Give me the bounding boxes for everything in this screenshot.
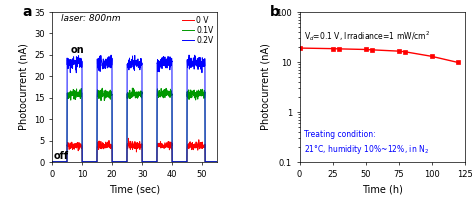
0 V xyxy=(103,146,109,149)
0 V xyxy=(161,144,167,146)
0.1V xyxy=(160,94,165,97)
0.2V xyxy=(103,62,109,64)
0.2V xyxy=(159,57,165,60)
0.2V xyxy=(161,60,166,62)
X-axis label: Time (h): Time (h) xyxy=(362,184,402,194)
Text: off: off xyxy=(54,151,69,161)
0.2V xyxy=(116,161,121,163)
Text: laser: 800nm: laser: 800nm xyxy=(61,14,121,23)
0 V xyxy=(214,161,220,163)
Line: 0.2V: 0.2V xyxy=(52,55,217,162)
0.2V xyxy=(49,161,55,163)
0.1V xyxy=(161,94,167,96)
0.1V xyxy=(103,91,109,94)
X-axis label: Time (sec): Time (sec) xyxy=(109,184,160,194)
Line: 0.1V: 0.1V xyxy=(52,88,217,162)
Text: Treating condition:
21°C, humidity 10%~12%, in N$_2$: Treating condition: 21°C, humidity 10%~1… xyxy=(303,130,428,156)
0.2V xyxy=(186,54,192,56)
0.1V xyxy=(174,161,180,163)
0 V xyxy=(116,161,121,163)
0.2V xyxy=(98,68,103,70)
0 V xyxy=(126,137,131,139)
0.1V xyxy=(214,161,220,163)
0.1V xyxy=(98,97,103,99)
0 V xyxy=(98,147,103,150)
Text: V$_d$=0.1 V, Irradiance=1 mW/cm$^2$: V$_d$=0.1 V, Irradiance=1 mW/cm$^2$ xyxy=(303,29,430,43)
0.2V xyxy=(174,161,180,163)
0.2V xyxy=(214,161,220,163)
Text: b: b xyxy=(270,4,280,19)
0 V xyxy=(49,161,55,163)
0 V xyxy=(174,161,180,163)
Y-axis label: Photocurrent (nA): Photocurrent (nA) xyxy=(261,44,271,130)
Legend: 0 V, 0.1V, 0.2V: 0 V, 0.1V, 0.2V xyxy=(180,14,216,47)
0.1V xyxy=(129,87,135,89)
Y-axis label: Photocurrent (nA): Photocurrent (nA) xyxy=(18,44,28,130)
Text: on: on xyxy=(71,45,84,55)
Text: a: a xyxy=(22,4,32,19)
0 V xyxy=(160,145,165,147)
Line: 0 V: 0 V xyxy=(52,138,217,162)
0.1V xyxy=(49,161,55,163)
0.1V xyxy=(116,161,121,163)
